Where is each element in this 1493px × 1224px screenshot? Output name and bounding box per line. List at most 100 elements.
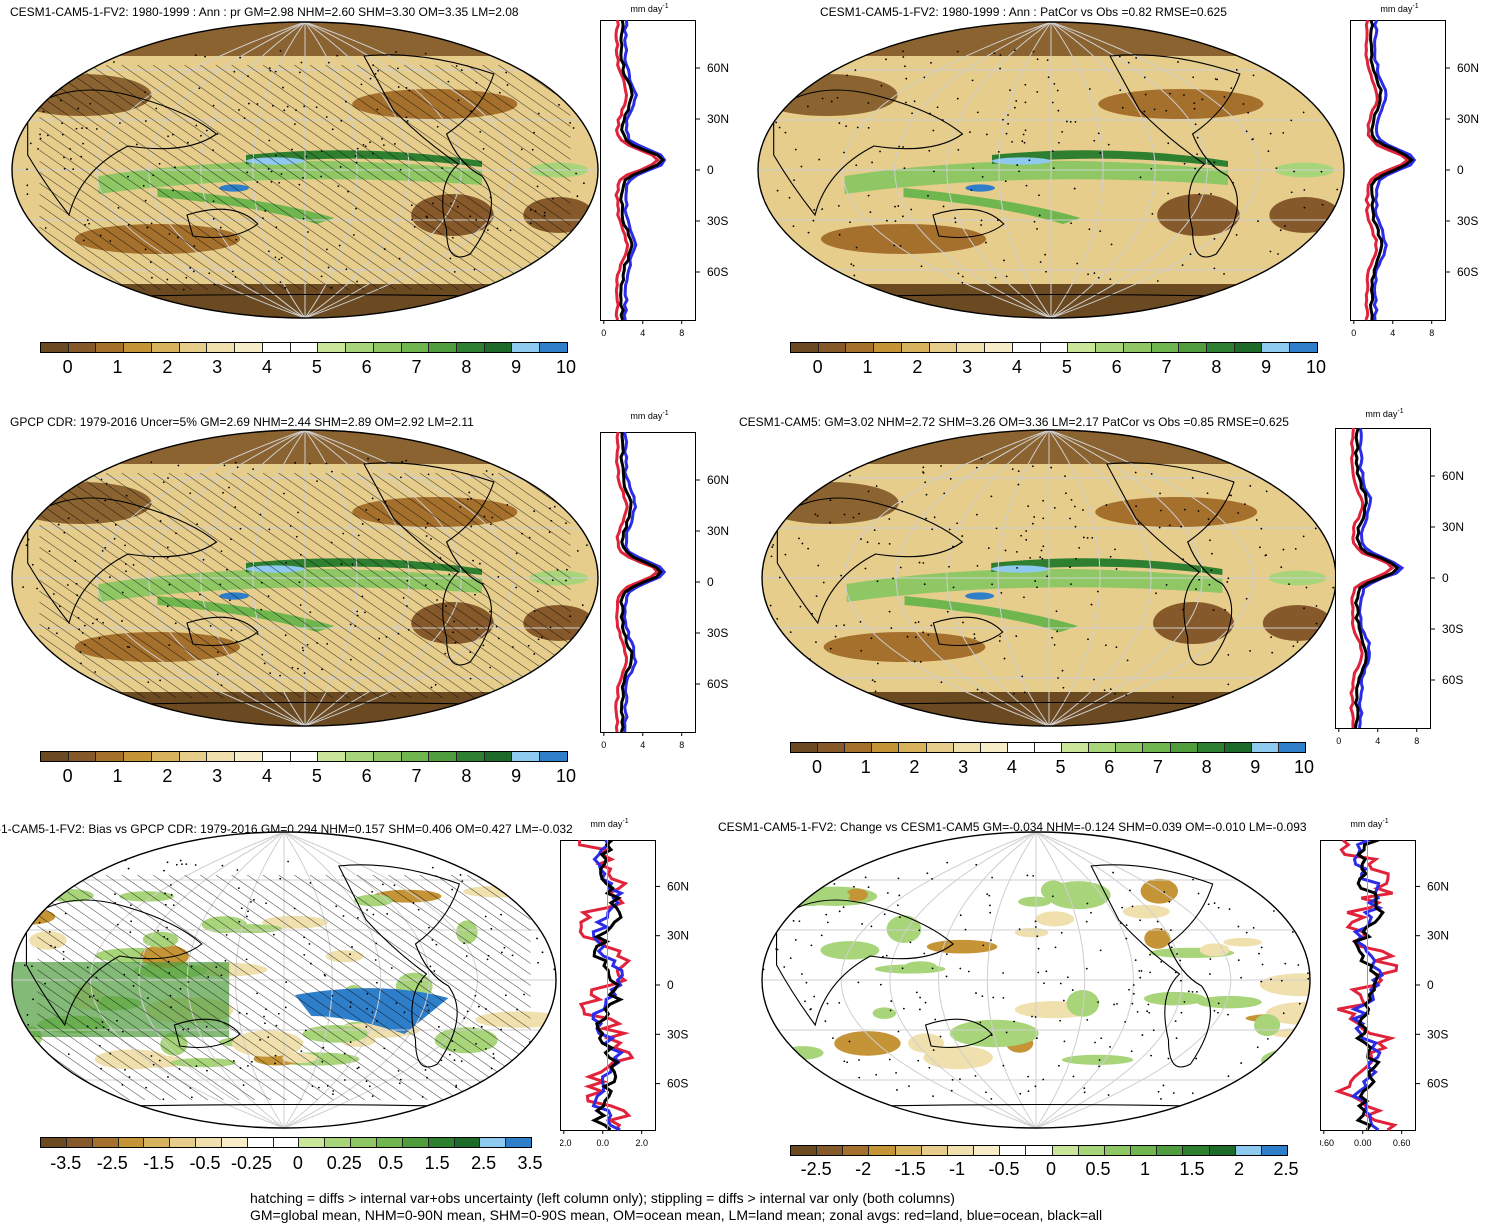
- lat-tick-label: 60S: [707, 677, 728, 691]
- colorbar-swatch: [457, 752, 485, 761]
- colorbar-label: 10: [1305, 357, 1327, 377]
- colorbar-labels: -2.5 -2 -1.5 -1 -0.5 0 0.5 1 1.5 2 2.5: [790, 1159, 1299, 1181]
- colorbar-label: 6: [361, 766, 372, 786]
- lat-tick-label: 30N: [1457, 112, 1479, 126]
- colorbar-swatch: [290, 752, 319, 761]
- zonal-mean-plot: 60N 30N 0 30S 60S 0 4 8: [1350, 20, 1479, 338]
- anomaly-blob: [1035, 911, 1075, 927]
- colorbar-label: 4: [1011, 357, 1023, 377]
- unit-text: mm day: [1365, 409, 1398, 419]
- colorbar-swatch: [144, 1138, 171, 1147]
- colorbar-swatch: [1278, 743, 1306, 752]
- colorbar-swatch: [1209, 1146, 1236, 1155]
- colorbar-swatch: [262, 752, 291, 761]
- colorbar-swatch: [66, 1138, 93, 1147]
- colorbar-swatch: [179, 752, 208, 761]
- precip-map: [11, 831, 557, 1129]
- colorbar-swatch: [791, 1146, 818, 1155]
- value-tick-label: 0.0: [596, 1138, 609, 1148]
- colorbar-swatch: [512, 752, 541, 761]
- colorbar-labels: 0 1 2 3 4 5 6 7 8 9 10: [40, 766, 576, 788]
- colorbar-swatch: [346, 752, 374, 761]
- lat-tick-label: 60S: [707, 265, 728, 279]
- colorbar-swatch: [895, 1146, 922, 1155]
- dry-region: [1098, 89, 1264, 119]
- colorbar-swatch: [540, 343, 567, 352]
- panel-title: GPCP CDR: 1979-2016 Uncer=5% GM=2.69 NHM…: [10, 415, 474, 429]
- zonal-unit-label: mm day-1: [1365, 408, 1403, 419]
- value-tick-label: 0.00: [1354, 1138, 1372, 1148]
- zonal-all-curve: [619, 432, 663, 733]
- zonal-all-curve: [1353, 428, 1400, 729]
- value-tick-label: -0.60: [1320, 1138, 1334, 1148]
- zonal-mean-plot: 60N 30N 0 30S 60S 0 4 8: [600, 20, 729, 338]
- longitude-line: [894, 22, 1052, 318]
- longitude-line: [998, 22, 1052, 318]
- value-tick-label: 4: [640, 740, 645, 750]
- colorbar-label: 0: [62, 766, 73, 786]
- colorbar-swatch: [170, 1138, 197, 1147]
- longitude-line: [1048, 430, 1203, 726]
- lat-tick-label: 30S: [1457, 214, 1478, 228]
- spcz-band: [904, 596, 1078, 632]
- spcz-band: [903, 188, 1081, 224]
- colorbar-swatch: [68, 343, 97, 352]
- anomaly-blob: [1253, 1014, 1281, 1037]
- colorbar: [790, 1145, 1288, 1156]
- colorbar-swatch: [1197, 743, 1225, 752]
- value-tick-label: 8: [1429, 328, 1434, 338]
- colorbar-swatch: [151, 343, 180, 352]
- colorbar-swatch: [299, 1138, 326, 1147]
- colorbar-swatch: [1026, 1146, 1053, 1155]
- colorbar-swatch: [457, 343, 485, 352]
- unit-text: mm day: [630, 411, 663, 421]
- colorbar-label: 2: [912, 357, 923, 377]
- colorbar-label: 6: [1104, 757, 1115, 777]
- anomaly-blob: [1066, 989, 1100, 1017]
- zonal-all-curve: [1368, 20, 1415, 321]
- colorbar-label: 1: [112, 766, 123, 786]
- zonal-mean-plot: 60N 30N 0 30S 60S -2.0 0.0 2.0: [560, 840, 689, 1148]
- map-outline: [11, 21, 599, 319]
- zonal-mean-plot: 60N 30N 0 30S 60S 0 4 8: [600, 432, 729, 750]
- precip-map: [761, 429, 1337, 727]
- colorbar-label: 1.5: [1179, 1159, 1205, 1179]
- colorbar-swatch: [929, 343, 958, 352]
- stippling-overlay: [762, 457, 1335, 699]
- colorbar-label: 8: [1211, 357, 1222, 377]
- colorbar-swatch: [118, 1138, 145, 1147]
- colorbar-label: 9: [1250, 757, 1261, 777]
- panel-bias-vs-gpcp: -1-CAM5-1-FV2: Bias vs GPCP CDR: 1979-20…: [0, 800, 746, 1190]
- wet-core: [965, 592, 995, 600]
- colorbar-swatch: [791, 743, 819, 752]
- anomaly-blob: [1199, 943, 1230, 957]
- lat-tick-label: 60N: [707, 473, 729, 487]
- colorbar-label: -0.25: [230, 1153, 272, 1173]
- dry-region: [1153, 602, 1234, 644]
- figure-footnote: hatching = diffs > internal var+obs unce…: [250, 1190, 1102, 1224]
- colorbar-swatch: [901, 343, 930, 352]
- value-tick-label: 0: [601, 328, 606, 338]
- unit-exponent: -1: [1412, 3, 1419, 10]
- colorbar-swatch: [92, 1138, 119, 1147]
- colorbar-label: 6: [361, 357, 372, 377]
- map-outline: [761, 831, 1311, 1129]
- zonal-unit-label: mm day-1: [1350, 818, 1388, 829]
- dry-region: [823, 632, 986, 662]
- lat-tick-label: 30N: [1442, 520, 1464, 534]
- colorbar-label: 1: [860, 757, 871, 777]
- colorbar-label: -2.5: [800, 1159, 832, 1179]
- colorbar-swatch: [1040, 343, 1069, 352]
- colorbar-label: 0: [1046, 1159, 1057, 1179]
- zonal-unit-label: mm day-1: [630, 3, 668, 14]
- colorbar-label: 7: [1152, 757, 1163, 777]
- longitude-line: [1048, 430, 1152, 726]
- lat-tick-label: 0: [667, 978, 674, 992]
- colorbar-swatch: [179, 343, 208, 352]
- colorbar-swatch: [1261, 1146, 1287, 1155]
- colorbar-swatch: [1224, 743, 1252, 752]
- colorbar-swatch: [96, 752, 125, 761]
- colorbar-swatch: [318, 752, 347, 761]
- lat-tick-label: 30N: [1427, 929, 1449, 943]
- zonal-ocean-curve: [591, 840, 625, 1132]
